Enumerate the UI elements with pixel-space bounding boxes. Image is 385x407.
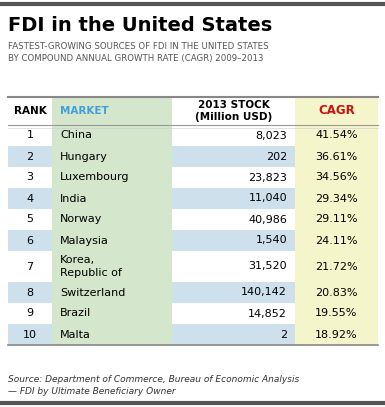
Text: 36.61%: 36.61%: [315, 151, 358, 162]
Text: RANK: RANK: [13, 106, 46, 116]
Text: India: India: [60, 193, 87, 204]
Text: 18.92%: 18.92%: [315, 330, 358, 339]
Text: FDI in the United States: FDI in the United States: [8, 16, 272, 35]
Text: 20.83%: 20.83%: [315, 287, 358, 298]
Bar: [295, 230, 378, 251]
Bar: [295, 146, 378, 167]
Text: CAGR: CAGR: [318, 105, 355, 118]
Text: 4: 4: [27, 193, 33, 204]
Text: 24.11%: 24.11%: [315, 236, 358, 245]
Bar: [295, 188, 378, 209]
Text: MARKET: MARKET: [60, 106, 109, 116]
Text: Brazil: Brazil: [60, 309, 91, 319]
Text: Luxembourg: Luxembourg: [60, 173, 129, 182]
Text: 29.11%: 29.11%: [315, 214, 358, 225]
Text: Norway: Norway: [60, 214, 102, 225]
Bar: [8, 303, 378, 324]
Text: 11,040: 11,040: [248, 193, 287, 204]
Bar: [52, 282, 172, 303]
Bar: [295, 125, 378, 146]
Bar: [8, 251, 378, 282]
Text: FASTEST-GROWING SOURCES OF FDI IN THE UNITED STATES
BY COMPOUND ANNUAL GROWTH RA: FASTEST-GROWING SOURCES OF FDI IN THE UN…: [8, 42, 269, 63]
Bar: [52, 167, 172, 188]
Text: 3: 3: [27, 173, 33, 182]
Bar: [8, 188, 378, 209]
Text: 1: 1: [27, 131, 33, 140]
Text: 8: 8: [27, 287, 33, 298]
Bar: [8, 230, 378, 251]
Text: 8,023: 8,023: [255, 131, 287, 140]
Text: 19.55%: 19.55%: [315, 309, 358, 319]
Text: Hungary: Hungary: [60, 151, 108, 162]
Text: 31,520: 31,520: [248, 262, 287, 271]
Text: Switzerland: Switzerland: [60, 287, 126, 298]
Bar: [295, 251, 378, 282]
Text: 9: 9: [27, 309, 33, 319]
Bar: [52, 188, 172, 209]
Bar: [295, 167, 378, 188]
Bar: [52, 230, 172, 251]
Text: China: China: [60, 131, 92, 140]
Text: 14,852: 14,852: [248, 309, 287, 319]
Bar: [52, 209, 172, 230]
Bar: [8, 282, 378, 303]
Text: Korea,
Republic of: Korea, Republic of: [60, 255, 122, 278]
Bar: [52, 303, 172, 324]
Bar: [295, 282, 378, 303]
Bar: [52, 125, 172, 146]
Bar: [295, 303, 378, 324]
Text: Malta: Malta: [60, 330, 91, 339]
Text: 5: 5: [27, 214, 33, 225]
Bar: [8, 167, 378, 188]
Bar: [8, 97, 378, 125]
Text: 6: 6: [27, 236, 33, 245]
Bar: [8, 324, 378, 345]
Bar: [295, 97, 378, 125]
Text: 40,986: 40,986: [248, 214, 287, 225]
Text: 10: 10: [23, 330, 37, 339]
Text: 41.54%: 41.54%: [315, 131, 358, 140]
Bar: [8, 209, 378, 230]
Text: 140,142: 140,142: [241, 287, 287, 298]
Text: 2: 2: [27, 151, 33, 162]
Text: 34.56%: 34.56%: [315, 173, 358, 182]
Text: 23,823: 23,823: [248, 173, 287, 182]
Bar: [8, 146, 378, 167]
Text: 29.34%: 29.34%: [315, 193, 358, 204]
Text: 202: 202: [266, 151, 287, 162]
Text: 7: 7: [27, 262, 33, 271]
Bar: [8, 125, 378, 146]
Bar: [52, 97, 172, 125]
Bar: [52, 324, 172, 345]
Bar: [295, 209, 378, 230]
Text: 2013 STOCK
(Million USD): 2013 STOCK (Million USD): [195, 100, 272, 122]
Text: 1,540: 1,540: [255, 236, 287, 245]
Text: Malaysia: Malaysia: [60, 236, 109, 245]
Text: 2: 2: [280, 330, 287, 339]
Bar: [295, 324, 378, 345]
Bar: [52, 251, 172, 282]
Text: 21.72%: 21.72%: [315, 262, 358, 271]
Text: — FDI by Ultimate Beneficiary Owner: — FDI by Ultimate Beneficiary Owner: [8, 387, 176, 396]
Text: Source: Department of Commerce, Bureau of Economic Analysis: Source: Department of Commerce, Bureau o…: [8, 375, 299, 384]
Bar: [52, 146, 172, 167]
